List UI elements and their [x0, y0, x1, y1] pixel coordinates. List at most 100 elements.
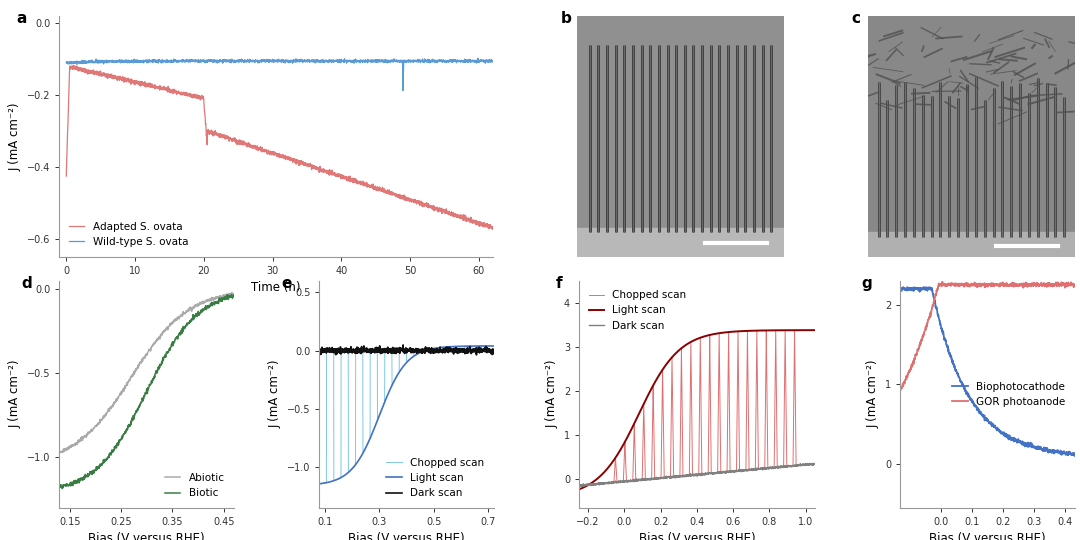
GOR photoanode [995, 282, 1008, 288]
Dark scan [372, 349, 384, 355]
Text: b: b [561, 11, 571, 26]
Y-axis label: J (mA cm⁻²): J (mA cm⁻²) [9, 360, 22, 428]
Chopped scan [572, 482, 585, 489]
Bar [578, 228, 784, 256]
Chopped scan [389, 376, 402, 383]
GOR photoanode [1044, 281, 1057, 288]
Biophotocathode [1026, 444, 1039, 450]
Chopped scan [801, 462, 814, 469]
Adapted S. ovata [242, 143, 255, 150]
GOR photoanode [1000, 282, 1013, 288]
Light scan [389, 376, 402, 383]
Wild-type S. ovata [396, 87, 409, 94]
Abiotic [98, 414, 111, 421]
Light scan [313, 481, 326, 487]
Abiotic [185, 306, 198, 313]
Biophotocathode [1068, 451, 1080, 457]
Biophotocathode [995, 430, 1008, 436]
Dark scan [681, 472, 694, 479]
Legend: Biophotocathode, GOR photoanode: Biophotocathode, GOR photoanode [948, 377, 1069, 411]
Chopped scan [342, 469, 355, 475]
Biophotocathode [893, 286, 906, 293]
Legend: Abiotic, Biotic: Abiotic, Biotic [161, 469, 229, 502]
Wild-type S. ovata [134, 59, 147, 66]
Light scan [342, 469, 355, 475]
Line: Light scan: Light scan [320, 346, 494, 484]
Text: g: g [862, 276, 873, 291]
Light scan [487, 343, 500, 349]
Line: Dark scan: Dark scan [320, 345, 494, 355]
Light scan [584, 480, 597, 487]
Dark scan [804, 460, 816, 467]
Chopped scan [313, 481, 326, 487]
Dark scan [808, 460, 821, 467]
Adapted S. ovata [478, 221, 491, 227]
Chopped scan [487, 350, 500, 357]
Dark scan [389, 345, 402, 351]
Wild-type S. ovata [486, 58, 499, 64]
Biotic [56, 485, 69, 492]
Light scan [405, 355, 418, 362]
GOR photoanode [1005, 283, 1018, 289]
Abiotic [84, 429, 97, 436]
Legend: Chopped scan, Light scan, Dark scan: Chopped scan, Light scan, Dark scan [584, 286, 691, 335]
Light scan [758, 327, 771, 334]
Adapted S. ovata [432, 206, 445, 212]
Biophotocathode [1000, 434, 1013, 440]
Abiotic [156, 330, 168, 337]
Chopped scan [758, 465, 771, 471]
Text: c: c [852, 11, 861, 26]
Line: Adapted S. ovata: Adapted S. ovata [66, 66, 492, 229]
Dark scan [801, 461, 814, 468]
GOR photoanode [1026, 281, 1039, 288]
Adapted S. ovata [486, 226, 499, 232]
Biotic [221, 291, 234, 298]
Line: Biophotocathode: Biophotocathode [900, 287, 1075, 456]
Line: Chopped scan: Chopped scan [320, 345, 494, 484]
GOR photoanode [1068, 282, 1080, 289]
Dark scan [758, 465, 771, 471]
Wild-type S. ovata [224, 58, 237, 65]
Dark scan [576, 483, 589, 490]
Wild-type S. ovata [472, 55, 485, 62]
Y-axis label: J (mA cm⁻²): J (mA cm⁻²) [268, 360, 281, 428]
Adapted S. ovata [134, 83, 147, 89]
Dark scan [801, 462, 814, 468]
X-axis label: Time (h): Time (h) [252, 281, 301, 294]
Light scan [687, 338, 700, 344]
Abiotic [226, 289, 239, 296]
Biotic [53, 483, 66, 490]
Biophotocathode [904, 286, 917, 292]
Wild-type S. ovata [108, 58, 121, 65]
Biophotocathode [1044, 447, 1057, 454]
X-axis label: Bias (V versus RHE): Bias (V versus RHE) [929, 532, 1045, 540]
Line: Abiotic: Abiotic [59, 293, 234, 453]
Dark scan [470, 352, 483, 358]
Dark scan [313, 346, 326, 352]
Chopped scan [372, 415, 384, 422]
Wild-type S. ovata [59, 59, 72, 66]
Biotic [228, 292, 241, 299]
Text: f: f [555, 276, 563, 291]
Adapted S. ovata [224, 134, 237, 141]
Dark scan [396, 342, 409, 348]
Chopped scan [405, 355, 418, 361]
Y-axis label: J (mA cm⁻²): J (mA cm⁻²) [9, 102, 22, 171]
GOR photoanode [904, 366, 917, 373]
Chopped scan [408, 347, 421, 354]
Light scan [336, 474, 349, 480]
Abiotic [53, 450, 66, 456]
Biophotocathode [1068, 453, 1080, 459]
Line: Biotic: Biotic [59, 294, 234, 489]
Light scan [408, 353, 421, 359]
Chopped scan [788, 327, 801, 333]
Biotic [98, 456, 111, 463]
Text: e: e [281, 276, 292, 291]
Adapted S. ovata [109, 73, 122, 79]
Dark scan [687, 471, 700, 478]
GOR photoanode [893, 389, 906, 395]
Abiotic [132, 364, 145, 371]
Light scan [572, 486, 585, 492]
Chopped scan [687, 471, 700, 478]
Text: d: d [21, 276, 31, 291]
